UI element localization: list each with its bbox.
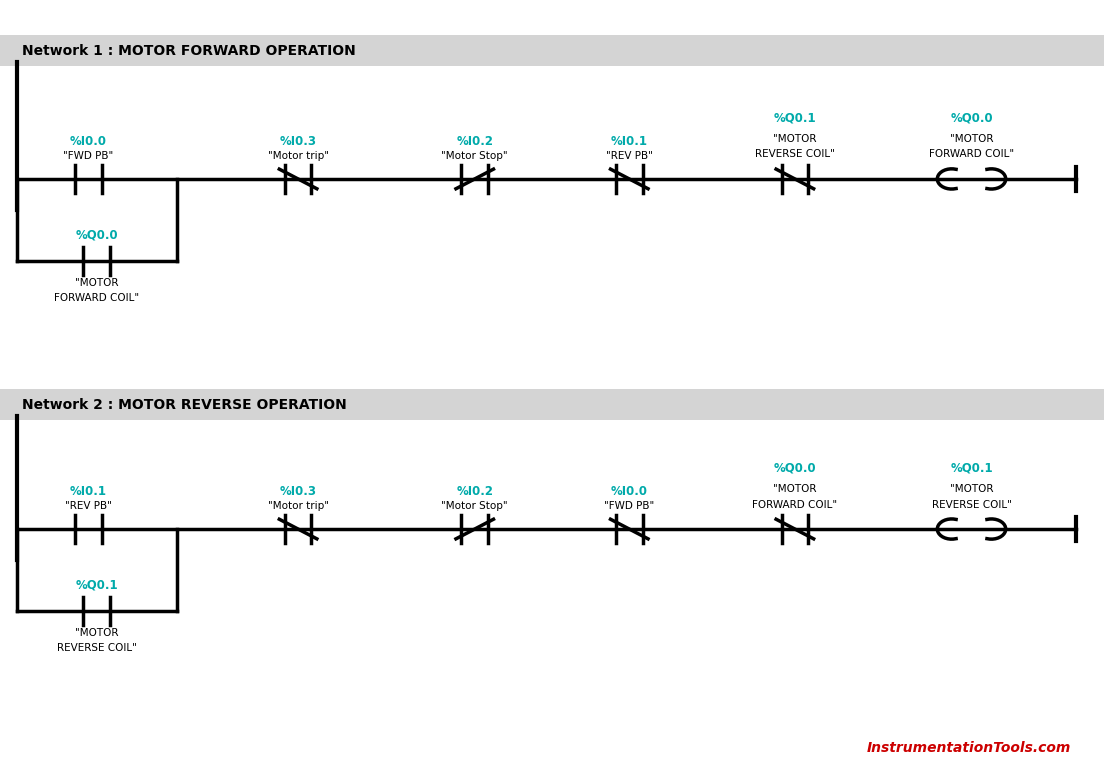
Text: InstrumentationTools.com: InstrumentationTools.com [867,741,1071,755]
Text: %I0.2: %I0.2 [456,135,493,148]
Text: %Q0.1: %Q0.1 [774,111,816,124]
Text: REVERSE COIL": REVERSE COIL" [56,643,137,654]
Text: Network 1 : MOTOR FORWARD OPERATION: Network 1 : MOTOR FORWARD OPERATION [22,44,355,58]
Text: %Q0.0: %Q0.0 [75,228,118,241]
Text: REVERSE COIL": REVERSE COIL" [755,149,835,159]
Text: %Q0.0: %Q0.0 [774,461,816,475]
Text: %I0.2: %I0.2 [456,485,493,498]
FancyBboxPatch shape [0,35,1104,66]
Text: "REV PB": "REV PB" [606,151,652,161]
Text: FORWARD COIL": FORWARD COIL" [928,149,1015,159]
Text: "Motor Stop": "Motor Stop" [442,501,508,511]
Text: %I0.3: %I0.3 [279,485,317,498]
Text: "MOTOR: "MOTOR [773,484,817,494]
Text: %Q0.0: %Q0.0 [951,111,992,124]
Text: "MOTOR: "MOTOR [949,134,994,144]
Text: "FWD PB": "FWD PB" [604,501,655,511]
Text: "MOTOR: "MOTOR [75,628,118,638]
Text: "REV PB": "REV PB" [65,501,112,511]
Text: "Motor trip": "Motor trip" [267,151,329,161]
Text: %I0.0: %I0.0 [611,485,648,498]
Text: "MOTOR: "MOTOR [949,484,994,494]
Text: "Motor trip": "Motor trip" [267,501,329,511]
Text: %I0.3: %I0.3 [279,135,317,148]
Text: %Q0.1: %Q0.1 [951,461,992,475]
Text: FORWARD COIL": FORWARD COIL" [752,499,838,510]
Text: %I0.0: %I0.0 [70,135,107,148]
Text: "FWD PB": "FWD PB" [63,151,114,161]
Text: Network 2 : MOTOR REVERSE OPERATION: Network 2 : MOTOR REVERSE OPERATION [22,398,347,412]
Text: "MOTOR: "MOTOR [75,278,118,288]
Text: FORWARD COIL": FORWARD COIL" [54,293,139,303]
Text: REVERSE COIL": REVERSE COIL" [932,499,1011,510]
Text: "Motor Stop": "Motor Stop" [442,151,508,161]
Text: %I0.1: %I0.1 [70,485,107,498]
FancyBboxPatch shape [0,389,1104,420]
Text: "MOTOR: "MOTOR [773,134,817,144]
Text: %Q0.1: %Q0.1 [75,578,118,591]
Text: %I0.1: %I0.1 [611,135,648,148]
